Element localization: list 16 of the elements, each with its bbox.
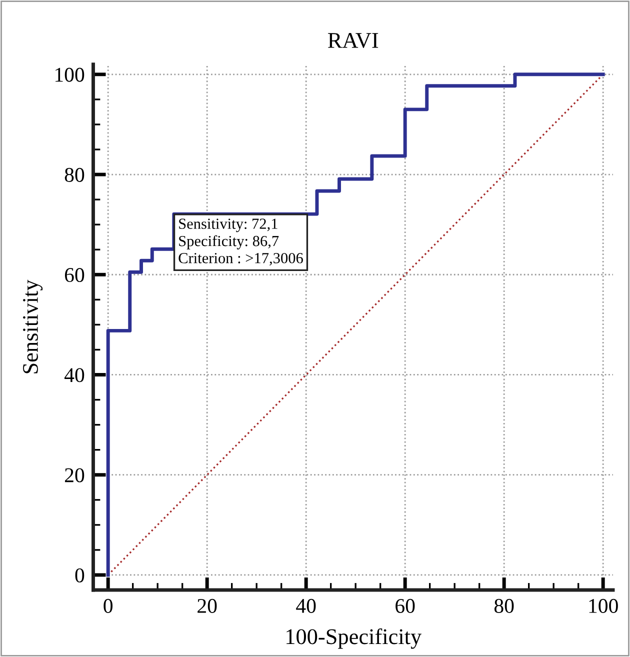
y-tick-label: 100 <box>55 68 84 82</box>
x-tick-label: 0 <box>104 598 113 613</box>
y-tick-label: 0 <box>75 568 84 582</box>
x-tick-label: 40 <box>296 598 316 613</box>
x-axis-title: 100-Specificity <box>286 628 422 649</box>
y-tick-label: 40 <box>64 368 84 382</box>
y-tick-label: 60 <box>64 268 84 282</box>
y-tick-label: 20 <box>64 468 84 482</box>
x-tick-label: 80 <box>494 598 514 613</box>
y-axis-title: Sensitivity <box>23 280 43 374</box>
x-tick-label: 20 <box>198 598 217 613</box>
annotation: Sensitivity: 72,1 Specificity: 86,7 Criterion : >17,3006 <box>178 218 303 266</box>
x-tick-label: 100 <box>589 598 618 613</box>
y-tick-label: 80 <box>64 168 84 182</box>
x-tick-label: 60 <box>396 598 415 613</box>
chart-title: RAVI <box>328 33 378 48</box>
